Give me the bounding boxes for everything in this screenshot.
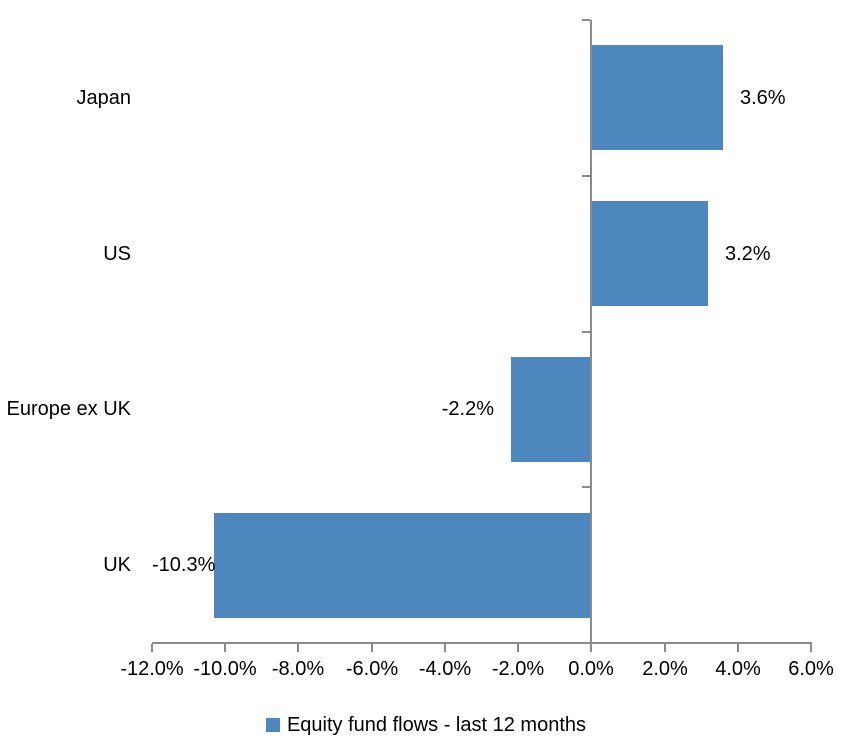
bar-us [591,201,708,306]
x-tick-label-0: -12.0% [120,658,184,680]
category-label-us: US [103,243,131,265]
data-label-europe-ex-uk: -2.2% [441,398,494,420]
category-label-europe-ex-uk: Europe ex UK [6,398,131,420]
bar-europe-ex-uk [511,357,592,462]
legend-label: Equity fund flows - last 12 months [286,714,587,736]
x-tick-label-2: -8.0% [271,658,325,680]
x-tick-label-9: 6.0% [788,658,834,680]
data-label-us: 3.2% [725,243,771,265]
x-tick-label-8: 4.0% [715,658,761,680]
category-label-japan: Japan [76,87,132,109]
category-label-uk: UK [103,554,131,576]
x-tick-label-1: -10.0% [193,658,257,680]
x-tick-7 [664,644,666,652]
x-tick-1 [224,644,226,652]
legend: Equity fund flows - last 12 months [0,711,852,739]
legend-swatch-icon [265,718,280,732]
x-tick-3 [371,644,373,652]
x-tick-label-7: 2.0% [642,658,688,680]
x-tick-5 [517,644,519,652]
bar-uk [214,513,591,618]
category-tick [582,331,590,333]
x-tick-4 [444,644,446,652]
x-tick-2 [297,644,299,652]
x-tick-label-6: 0.0% [568,658,614,680]
bar-japan [591,45,723,150]
category-tick [582,486,590,488]
x-tick-label-3: -6.0% [345,658,399,680]
x-tick-6 [590,644,592,652]
category-tick [582,175,590,177]
x-tick-9 [810,644,812,652]
x-tick-8 [737,644,739,652]
category-tick [582,19,590,21]
y-axis-line [590,20,592,651]
data-label-uk: -10.3% [152,554,216,576]
data-label-japan: 3.6% [740,87,786,109]
x-tick-label-5: -2.0% [491,658,545,680]
x-axis-line [152,642,812,644]
x-tick-label-4: -4.0% [418,658,472,680]
x-tick-0 [151,644,153,652]
